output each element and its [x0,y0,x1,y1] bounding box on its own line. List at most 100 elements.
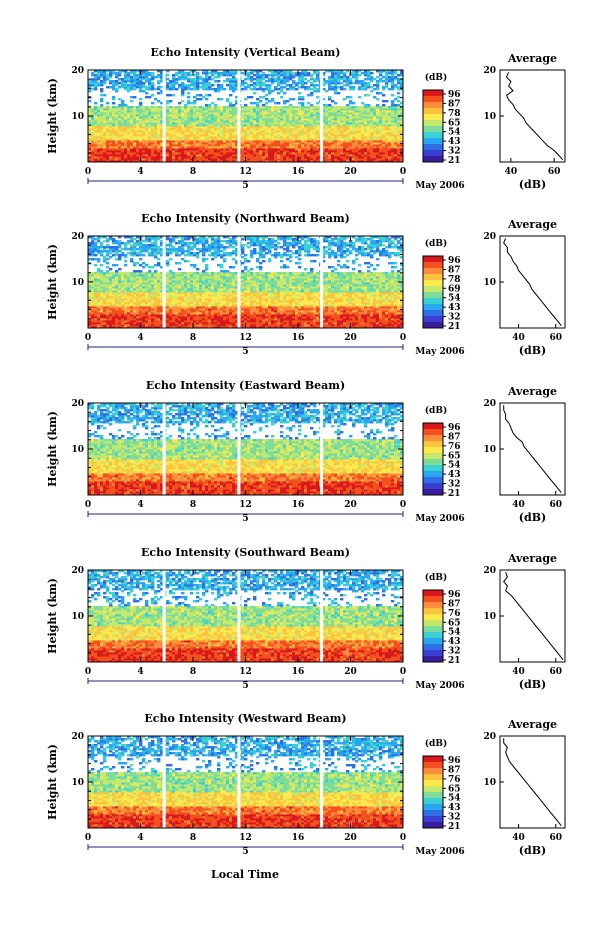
heatmap-cell [310,92,313,94]
heatmap-cell [199,76,202,78]
heatmap-cell [115,72,118,74]
heatmap-cell [253,92,256,94]
heatmap-cell [262,82,265,84]
heatmap-cell [229,102,232,104]
heatmap-cell [115,80,118,82]
heatmap-cell [358,80,361,82]
colorbar-segment [423,138,443,145]
heatmap-cell [226,84,229,86]
heatmap-cell [265,98,268,100]
colorbar-segment [423,114,443,121]
heatmap-cell [283,86,286,88]
heatmap-cell [340,86,343,88]
heatmap-cell [253,102,256,104]
heatmap-cell [148,78,151,80]
heatmap-cell [199,82,202,84]
heatmap-cell [397,74,400,76]
heatmap-cell [178,102,181,104]
panel-1: Echo Intensity (Northward Beam)0 4 8 12 16 20… [46,212,565,357]
heatmap-cell [271,90,274,92]
heatmap-cell [112,102,115,104]
heatmap-cell [346,104,349,106]
heatmap-cell [268,74,271,76]
heatmap-cell [100,94,103,96]
heatmap-cell [226,98,229,100]
heatmap-cell [373,106,376,108]
heatmap-cell [220,72,223,74]
average-profile: Average40 601020(dB) [483,52,565,191]
heatmap-cell [391,94,394,96]
x-tick-label: 12 [239,167,252,177]
heatmap-cell [385,100,388,102]
heatmap-cell [286,106,289,108]
heatmap-cell [91,78,94,80]
average-x-tick-label: 60 [548,167,561,177]
heatmap-cell [295,106,298,108]
heatmap-cell [343,106,346,108]
heatmap-cell [280,106,283,108]
heatmap-cell [193,106,196,108]
average-x-label: (dB) [519,178,546,191]
heatmap-cell [100,98,103,100]
heatmap-cell [217,98,220,100]
heatmap-cell [316,102,319,104]
heatmap-cell [265,84,268,86]
heatmap-cell [166,78,169,80]
heatmap-cell [298,106,301,108]
heatmap-cell [169,100,172,102]
heatmap-cell [352,106,355,108]
heatmap-cell [316,106,319,108]
heatmap-cell [388,76,391,78]
heatmap-cell [211,88,214,90]
heatmap-cell [388,88,391,90]
heatmap-cell [307,102,310,104]
heatmap-cell [292,106,295,108]
heatmap-cell [328,104,331,106]
heatmap-cell [394,104,397,106]
heatmap-cell [139,102,142,104]
heatmap-cell [151,102,154,104]
heatmap-cell [145,86,148,88]
heatmap-cell [364,78,367,80]
heatmap-cell [331,106,334,108]
heatmap-cell [178,106,181,108]
colorbar-segment [423,108,443,115]
heatmap-cell [88,100,91,102]
heatmap-cell [142,82,145,84]
heatmap-cell [376,76,379,78]
heatmap-cell [367,104,370,106]
heatmap-cell [289,84,292,86]
heatmap-cell [331,100,334,102]
heatmap-cell [169,94,172,96]
heatmap-cell [265,94,268,96]
heatmap-cell [265,106,268,108]
heatmap-cell [97,106,100,108]
y-tick-label: 20 [71,66,84,76]
heatmap-cell [325,90,328,92]
heatmap-cell [355,106,358,108]
heatmap-cell [391,100,394,102]
heatmap-cell [349,106,352,108]
heatmap-cell [127,84,130,86]
average-x-tick-label: 40 [505,167,518,177]
heatmap-cell [136,74,139,76]
heatmap-cell [118,104,121,106]
heatmap-cell [226,78,229,80]
heatmap-cell [328,76,331,78]
heatmap-cell [211,84,214,86]
heatmap-cell [370,72,373,74]
heatmap-cell [280,96,283,98]
heatmap-cell [208,82,211,84]
heatmap-cell [337,106,340,108]
heatmap-cell [217,80,220,82]
heatmap-cell [385,106,388,108]
heatmap-cell [154,98,157,100]
heatmap-cell [118,82,121,84]
heatmap-cell [229,94,232,96]
heatmap-cell [304,78,307,80]
heatmap-cell [88,80,91,82]
heatmap-cell [196,72,199,74]
heatmap-cell [253,82,256,84]
heatmap-cell [247,84,250,86]
heatmap-cell [310,74,313,76]
